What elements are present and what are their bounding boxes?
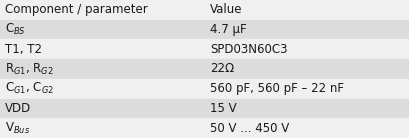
Bar — [0, 0, 409, 20]
Text: R$_{G1}$, R$_{G2}$: R$_{G1}$, R$_{G2}$ — [5, 61, 54, 77]
Text: 15 V: 15 V — [209, 102, 236, 115]
Text: C$_{BS}$: C$_{BS}$ — [5, 22, 26, 37]
Bar — [0, 59, 409, 79]
Bar — [0, 39, 409, 59]
Bar — [0, 118, 409, 138]
Text: 560 pF, 560 pF – 22 nF: 560 pF, 560 pF – 22 nF — [209, 82, 343, 95]
Text: SPD03N60C3: SPD03N60C3 — [209, 43, 287, 56]
Text: Component / parameter: Component / parameter — [5, 3, 147, 16]
Bar — [0, 20, 409, 39]
Bar — [0, 99, 409, 118]
Text: 4.7 μF: 4.7 μF — [209, 23, 246, 36]
Text: 50 V ... 450 V: 50 V ... 450 V — [209, 122, 288, 135]
Text: V$_{Bus}$: V$_{Bus}$ — [5, 121, 30, 136]
Text: Value: Value — [209, 3, 242, 16]
Text: C$_{G1}$, C$_{G2}$: C$_{G1}$, C$_{G2}$ — [5, 81, 54, 96]
Text: VDD: VDD — [5, 102, 31, 115]
Text: 22Ω: 22Ω — [209, 63, 234, 75]
Bar — [0, 79, 409, 99]
Text: T1, T2: T1, T2 — [5, 43, 42, 56]
